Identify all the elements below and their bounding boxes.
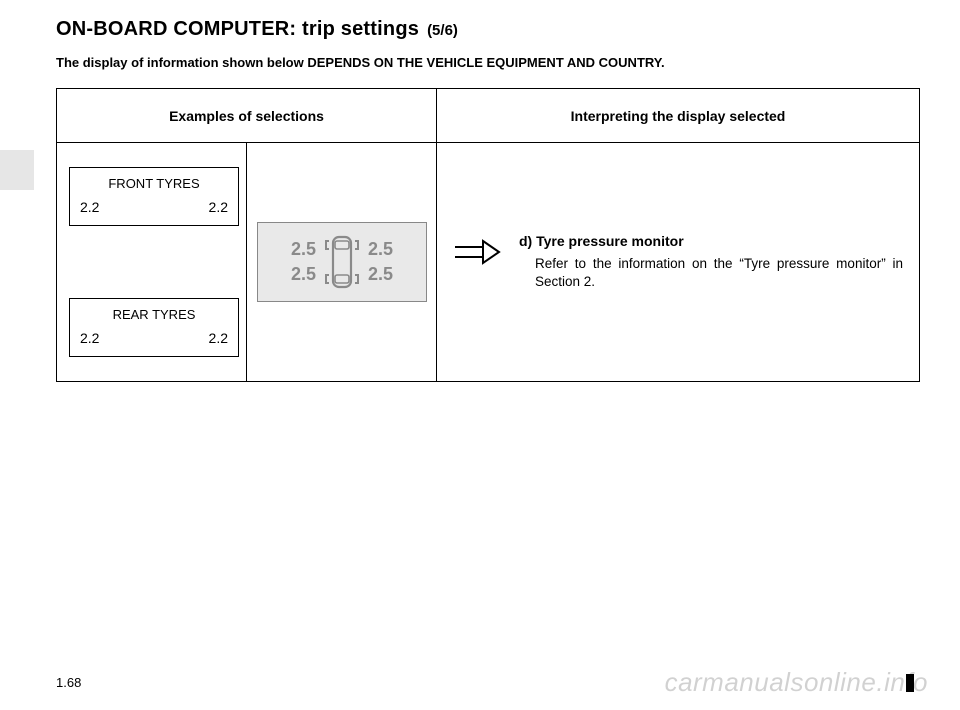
- manual-page: ON-BOARD COMPUTER: trip settings (5/6) T…: [0, 0, 960, 710]
- front-tyre-right-value: 2.2: [209, 199, 228, 215]
- page-title-row: ON-BOARD COMPUTER: trip settings (5/6): [56, 18, 920, 41]
- cell-interpretation: d) Tyre pressure monitor Refer to the in…: [437, 143, 920, 382]
- front-tyres-label: FRONT TYRES: [80, 176, 228, 191]
- car-left-values: 2.5 2.5: [291, 239, 316, 285]
- front-tyres-values: 2.2 2.2: [80, 199, 228, 215]
- car-rear-left: 2.5: [291, 264, 316, 285]
- interpretation-block: d) Tyre pressure monitor Refer to the in…: [453, 233, 903, 291]
- front-tyres-display: FRONT TYRES 2.2 2.2: [69, 167, 239, 226]
- spacer: [67, 226, 236, 298]
- interpretation-body: Refer to the information on the “Tyre pr…: [519, 255, 903, 291]
- rear-tyre-left-value: 2.2: [80, 330, 99, 346]
- rear-tyres-display: REAR TYRES 2.2 2.2: [69, 298, 239, 357]
- side-tab: [0, 150, 34, 190]
- front-tyre-left-value: 2.2: [80, 199, 99, 215]
- page-number: 1.68: [56, 675, 81, 690]
- rear-tyre-right-value: 2.2: [209, 330, 228, 346]
- car-right-values: 2.5 2.5: [368, 239, 393, 285]
- header-interpreting: Interpreting the display selected: [437, 89, 920, 143]
- cell-tyre-text-displays: FRONT TYRES 2.2 2.2 REAR TYRES 2.2 2.2: [57, 143, 247, 382]
- cell-car-graphic-display: 2.5 2.5: [247, 143, 437, 382]
- page-title: ON-BOARD COMPUTER: trip settings: [56, 18, 419, 41]
- car-front-right: 2.5: [368, 239, 393, 260]
- corner-mark-icon: [906, 674, 914, 692]
- arrow-wrap: [453, 233, 501, 270]
- watermark-text: carmanualsonline.info: [665, 667, 928, 698]
- rear-tyres-values: 2.2 2.2: [80, 330, 228, 346]
- page-index: (5/6): [427, 22, 458, 39]
- table-header-row: Examples of selections Interpreting the …: [57, 89, 920, 143]
- car-icon: [322, 231, 362, 293]
- header-examples: Examples of selections: [57, 89, 437, 143]
- car-rear-right: 2.5: [368, 264, 393, 285]
- interpretation-title: d) Tyre pressure monitor: [519, 233, 903, 249]
- subnote: The display of information shown below D…: [56, 55, 920, 70]
- car-front-left: 2.5: [291, 239, 316, 260]
- trip-settings-table: Examples of selections Interpreting the …: [56, 88, 920, 382]
- interpretation-text: d) Tyre pressure monitor Refer to the in…: [519, 233, 903, 291]
- car-pressure-display: 2.5 2.5: [257, 222, 427, 302]
- rear-tyres-label: REAR TYRES: [80, 307, 228, 322]
- arrow-right-icon: [453, 239, 501, 265]
- table-row: FRONT TYRES 2.2 2.2 REAR TYRES 2.2 2.2: [57, 143, 920, 382]
